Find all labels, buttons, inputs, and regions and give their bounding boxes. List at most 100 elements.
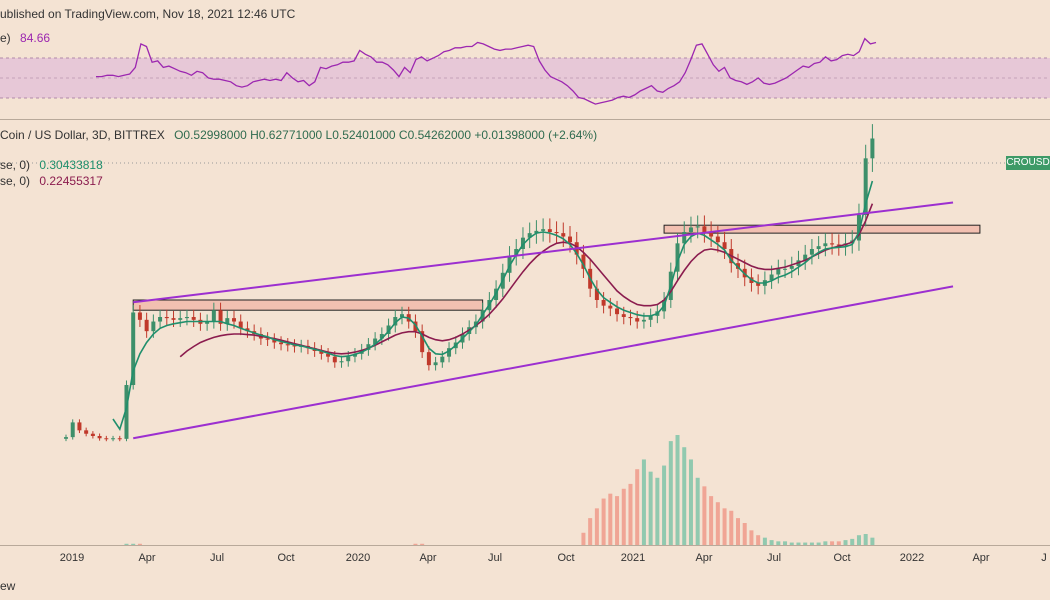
candle-body — [137, 312, 142, 320]
candle-body — [447, 348, 452, 357]
volume-bar — [581, 532, 586, 545]
candle-body — [104, 438, 109, 440]
footer-text: ew — [0, 579, 16, 593]
ma-fast-line — [112, 180, 874, 432]
candle — [803, 244, 808, 270]
volume-bar — [709, 496, 714, 545]
candle-body — [191, 317, 196, 320]
candle-body — [561, 233, 566, 237]
candle-body — [520, 237, 525, 249]
ma-fast-value: 0.30433818 — [39, 158, 103, 172]
candle — [400, 306, 404, 325]
publish-text: ublished on TradingView.com, Nov 18, 202… — [0, 7, 296, 21]
candle-body — [400, 314, 404, 317]
candle — [144, 312, 149, 338]
candle-body — [272, 339, 277, 343]
volume-bar — [776, 541, 781, 545]
candle-body — [326, 353, 331, 357]
volume-bar — [809, 542, 814, 545]
volume-bar — [729, 510, 734, 545]
candle-body — [870, 138, 875, 159]
candle — [326, 348, 331, 363]
ma-slow-legend: se, 0) 0.22455317 — [0, 174, 103, 188]
candle-body — [722, 242, 727, 249]
rsi-label: e) — [0, 31, 11, 45]
candle — [292, 339, 297, 353]
candle — [97, 433, 102, 441]
volume-bar — [783, 541, 788, 545]
candle-body — [352, 353, 357, 357]
tick-jul-2020: Jul — [487, 552, 503, 564]
candle-body — [238, 321, 243, 329]
tick-2020: 2020 — [345, 552, 371, 564]
candle-body — [379, 334, 384, 339]
ma-slow-label: se, 0) — [0, 174, 31, 188]
candle — [527, 222, 532, 249]
candle-body — [265, 338, 270, 340]
volume-bar — [722, 508, 727, 545]
candle-body — [245, 328, 250, 332]
candle-body — [97, 436, 102, 439]
tick-apr-2019: Apr — [138, 552, 156, 564]
tick-oct-2021: Oct — [833, 552, 851, 564]
candle — [615, 300, 620, 322]
candle — [568, 226, 572, 253]
candle-body — [178, 318, 183, 320]
candle — [111, 435, 116, 442]
candle-body — [111, 438, 116, 440]
volume-bar — [635, 469, 640, 545]
candle — [279, 336, 284, 351]
candle-body — [184, 317, 189, 319]
candle-body — [836, 244, 841, 246]
candle-body — [776, 268, 781, 275]
volume-bar — [715, 502, 720, 545]
candle-body — [90, 433, 95, 436]
candle — [520, 227, 525, 259]
candle-body — [527, 233, 532, 238]
candle — [205, 314, 210, 331]
symbol-legend: Coin / US Dollar, 3D, BITTREX O0.5299800… — [0, 128, 597, 142]
candle — [373, 332, 378, 351]
volume-bar — [688, 459, 693, 545]
candle-body — [64, 437, 68, 439]
candle-body — [648, 315, 653, 320]
volume-bar — [863, 534, 868, 545]
candle — [238, 314, 243, 336]
volume-bar — [742, 523, 747, 545]
candle-body — [628, 317, 633, 319]
volume-bar — [655, 477, 660, 545]
volume-bar — [789, 542, 794, 545]
candle-body — [547, 229, 552, 232]
candle-body — [803, 254, 808, 261]
candle-body — [225, 318, 230, 324]
candle — [447, 342, 452, 363]
candle — [393, 309, 398, 333]
candle-body — [164, 317, 169, 319]
candle — [84, 427, 89, 437]
tick-jul-2021: Jul — [766, 552, 782, 564]
candle-body — [789, 266, 794, 269]
resistance-zone-1 — [132, 299, 484, 311]
volume-bar — [816, 542, 821, 545]
candle-body — [211, 310, 216, 322]
volume-bar — [420, 543, 425, 545]
volume-bar — [762, 537, 767, 545]
candle — [117, 435, 122, 442]
candle-body — [554, 232, 559, 234]
rsi-chart — [0, 37, 1050, 105]
candle-body — [688, 227, 693, 232]
volume-bar — [796, 542, 801, 545]
candle — [70, 419, 75, 440]
candle-body — [205, 321, 210, 324]
candle-body — [783, 268, 788, 270]
ohlc-values: O0.52998000 H0.62771000 L0.52401000 C0.5… — [174, 128, 598, 142]
tick-oct-2020: Oct — [557, 552, 575, 564]
candle — [433, 356, 438, 371]
candle-body — [615, 308, 620, 315]
volume-bar — [830, 541, 835, 545]
price-tag: CROUSD — [1006, 156, 1050, 170]
candle-body — [332, 356, 337, 363]
time-axis: 2019 Apr Jul Oct 2020 Apr Jul Oct 2021 A… — [0, 545, 1050, 572]
candle — [77, 419, 82, 434]
volume-bar — [662, 465, 667, 545]
